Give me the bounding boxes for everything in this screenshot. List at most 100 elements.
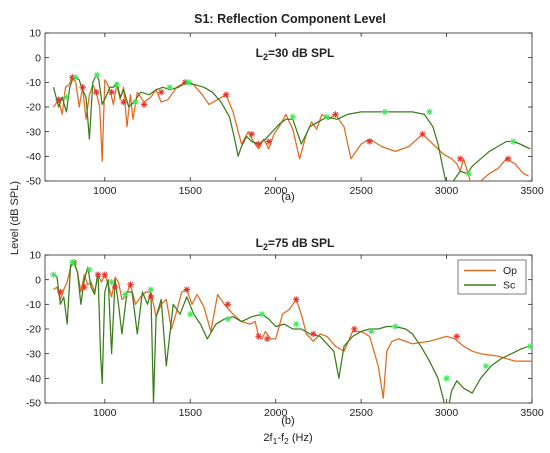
panel-b-label: (b): [281, 415, 294, 427]
panel-a-marker-sc-1: [72, 74, 79, 81]
panel-a-ytick-label-0: 0: [35, 52, 41, 64]
panel-b-marker-sc-7: [224, 315, 232, 323]
panel-a-ytick-label--10: -10: [26, 77, 41, 89]
panel-a-data: [52, 71, 531, 181]
panel-b-marker-sc-12: [443, 375, 450, 382]
panel-a-marker-op-11: [255, 140, 262, 148]
panel-b-xtick-label-3500: 3500: [520, 407, 544, 419]
legend-label-op: Op: [503, 265, 517, 277]
panel-b: 1000 1500 2000 2500 3000 3500 10 0 -10 -20 -30 -40 -…: [26, 236, 544, 427]
panel-b-xtick-label-3000: 3000: [435, 407, 459, 419]
panel-a-marker-op-14: [366, 138, 373, 145]
panel-b-marker-op-8: [183, 286, 191, 293]
panel-a-marker-sc-11: [465, 170, 472, 177]
panel-b-marker-op-12: [292, 296, 300, 303]
panel-b-title: L2=75 dB SPL: [256, 236, 335, 252]
panel-a-marker-sc-9: [381, 108, 389, 116]
panel-b-marker-sc-11: [392, 323, 399, 330]
panel-b-xtick-label-2500: 2500: [349, 407, 373, 419]
panel-b-marker-op-0: [57, 288, 64, 296]
panel-b-ytick-label--30: -30: [26, 348, 41, 360]
panel-b-marker-op-2: [81, 283, 88, 291]
panel-a-ytick-label--20: -20: [26, 102, 41, 114]
panel-b-xtick-label-1500: 1500: [179, 407, 203, 419]
panel-b-marker-op-11: [263, 335, 271, 343]
panel-a-marker-op-13: [332, 111, 339, 118]
panel-b-marker-op-14: [351, 325, 358, 333]
panel-b-marker-sc-8: [258, 311, 266, 318]
panel-a-ytick-label-10: 10: [29, 28, 41, 40]
panel-a-marker-op-10: [248, 130, 255, 138]
panel-b-ytick-label--50: -50: [26, 398, 41, 410]
panel-b-marker-sc-3: [108, 278, 115, 286]
panel-b-marker-op-7: [147, 293, 155, 301]
panel-a-ticks: 1000 1500 2000 2500 3000 3500 10 0 -10 -20 -30 -40 -…: [26, 28, 544, 197]
panel-b-xtick-label-1000: 1000: [93, 407, 117, 419]
panel-b-marker-sc-9: [292, 320, 300, 328]
panel-b-marker-op-10: [255, 333, 262, 340]
legend-label-sc: Sc: [503, 280, 515, 292]
panel-b-marker-sc-6: [187, 311, 194, 318]
panel-a-marker-sc-6: [185, 79, 192, 86]
panel-a-ytick-label--40: -40: [26, 151, 41, 163]
panel-a-marker-op-7: [157, 89, 165, 96]
panel-a-marker-sc-3: [113, 81, 120, 88]
panel-a-ytick-label--30: -30: [26, 126, 41, 138]
panel-a-marker-op-12: [265, 138, 273, 145]
panel-b-marker-op-6: [127, 281, 134, 288]
panel-a-marker-op-0: [55, 96, 62, 103]
panel-a-marker-sc-5: [166, 84, 173, 91]
panel-a-plot-area: [44, 32, 533, 182]
panel-b-marker-op-13: [310, 330, 317, 338]
panel-a-xtick-label-2000: 2000: [264, 185, 288, 197]
panel-b-ytick-label--40: -40: [26, 373, 41, 385]
panel-a-marker-op-6: [140, 101, 148, 108]
panel-a-marker-sc-2: [93, 71, 101, 79]
panel-a: 1000 1500 2000 2500 3000 3500 10 0 -10 -20 -30 -40 -…: [26, 28, 544, 203]
panel-a-marker-sc-12: [510, 138, 517, 145]
legend-box: [457, 259, 527, 295]
panel-a-title: L2=30 dB SPL: [256, 46, 335, 62]
panel-a-marker-sc-4: [132, 98, 139, 106]
panel-a-xtick-label-2500: 2500: [349, 185, 373, 197]
panel-a-marker-op-9: [222, 91, 230, 98]
panel-b-ytick-label-10: 10: [29, 250, 41, 262]
panel-b-ytick-label--20: -20: [26, 324, 41, 336]
panel-b-ytick-label-0: 0: [35, 274, 41, 286]
panel-b-marker-sc-5: [147, 286, 155, 293]
panel-a-marker-op-3: [93, 89, 100, 96]
panel-a-xtick-label-1000: 1000: [93, 185, 117, 197]
panel-b-marker-sc-4: [122, 291, 129, 298]
panel-a-series-op-line: [52, 76, 529, 181]
panel-a-marker-sc-0: [63, 93, 70, 101]
panel-a-marker-op-8: [181, 79, 189, 86]
panel-b-marker-op-9: [224, 301, 232, 308]
panel-a-marker-op-5: [120, 98, 127, 106]
panel-b-marker-sc-2: [86, 266, 93, 273]
panel-b-marker-sc-14: [527, 343, 532, 350]
panel-b-marker-op-15: [453, 333, 461, 340]
panel-b-marker-sc-13: [482, 362, 490, 370]
panel-a-marker-op-1: [69, 74, 76, 81]
panel-a-marker-op-2: [79, 84, 86, 91]
panel-b-marker-sc-1: [69, 259, 76, 266]
panel-a-marker-op-4: [108, 89, 115, 96]
panel-a-marker-sc-10: [426, 108, 433, 116]
panel-b-plot-area: [44, 254, 533, 404]
legend: Op Sc: [457, 259, 527, 295]
x-axis-label: 2f1-f2 (Hz): [263, 432, 312, 446]
panel-a-xtick-label-1500: 1500: [179, 185, 203, 197]
panel-b-marker-op-4: [101, 271, 109, 278]
panel-a-xtick-label-3000: 3000: [435, 185, 459, 197]
panel-a-marker-op-17: [504, 155, 512, 162]
panel-a-xtick-label-3500: 3500: [520, 185, 544, 197]
panel-b-marker-op-5: [111, 283, 119, 291]
panel-a-label: (a): [281, 191, 294, 203]
panel-a-marker-sc-8: [323, 113, 331, 121]
figure-title: S1: Reflection Component Level: [194, 12, 386, 26]
panel-a-marker-sc-7: [289, 113, 296, 121]
panel-a-marker-op-16: [457, 155, 464, 162]
panel-a-ytick-label--50: -50: [26, 176, 41, 188]
panel-b-marker-op-3: [94, 271, 102, 278]
panel-a-marker-op-15: [419, 130, 426, 138]
